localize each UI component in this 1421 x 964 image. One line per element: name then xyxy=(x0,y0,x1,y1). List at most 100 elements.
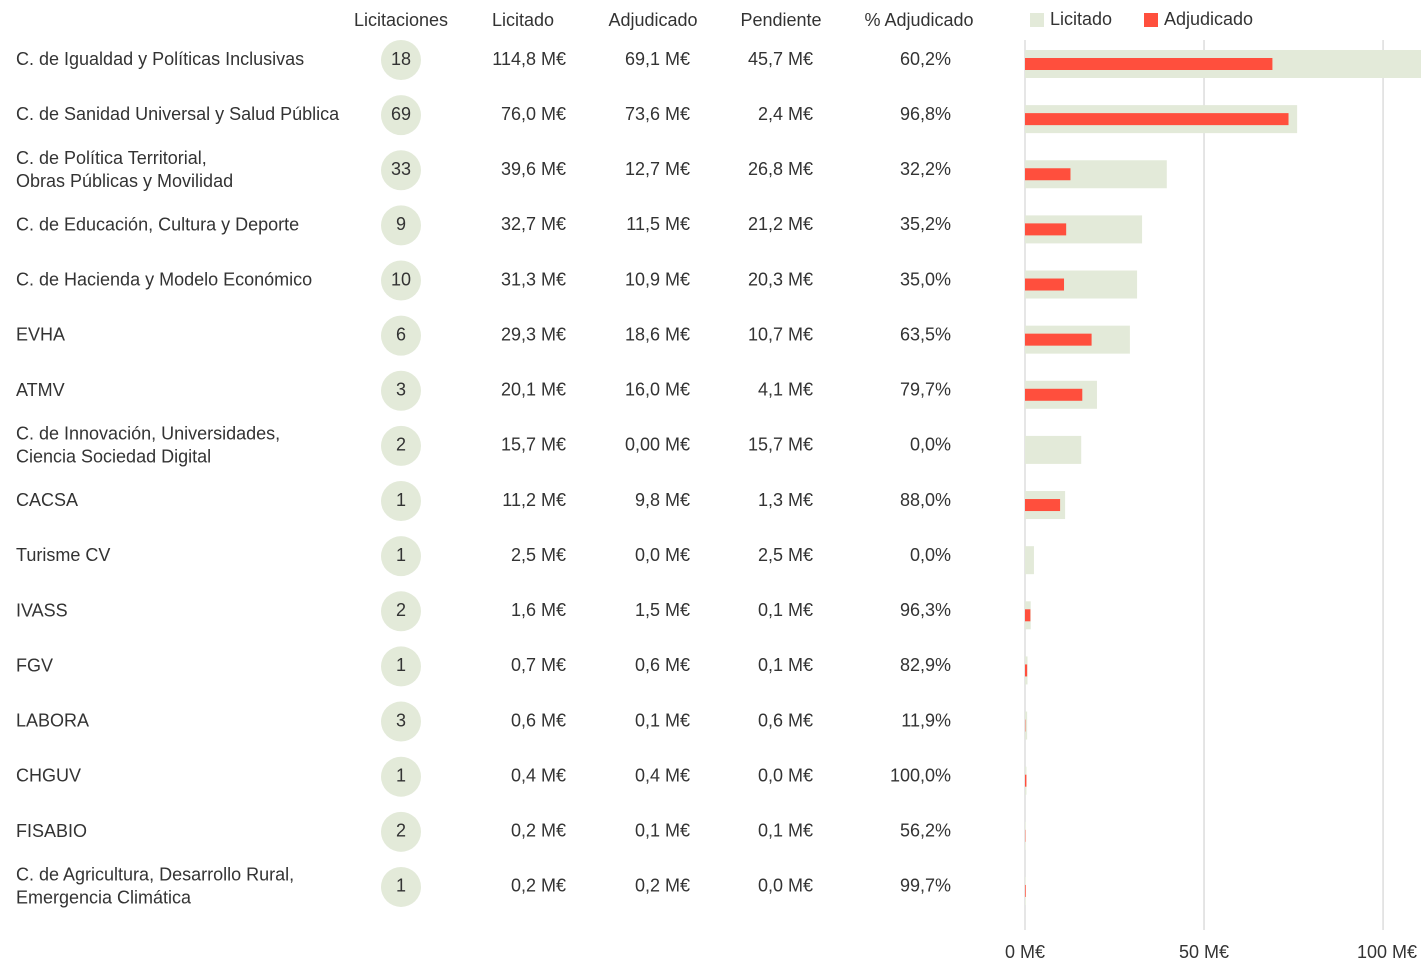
count: 3 xyxy=(396,380,406,400)
licitado-cell: 114,8 M€ xyxy=(492,49,566,69)
bar-adjudicado xyxy=(1025,113,1289,126)
bar-adjudicado xyxy=(1025,664,1028,677)
pendiente-cell: 0,1 M€ xyxy=(758,821,813,841)
row-label-line: C. de Educación, Cultura y Deporte xyxy=(16,214,299,234)
pendiente-cell: 2,5 M€ xyxy=(758,545,813,565)
bar-licitado xyxy=(1025,435,1082,464)
count-badge xyxy=(381,481,421,522)
row-label-line: C. de Política Territorial, xyxy=(16,148,207,168)
row-label-line: C. de Igualdad y Políticas Inclusivas xyxy=(16,49,304,69)
count-badge xyxy=(381,591,421,632)
licitado-cell: 1,6 M€ xyxy=(511,600,566,620)
adjudicado-cell: 16,0 M€ xyxy=(625,380,690,400)
licitado-cell: 31,3 M€ xyxy=(501,269,566,289)
pendiente-cell: 0,0 M€ xyxy=(758,876,813,896)
row-label-line: FGV xyxy=(16,655,53,675)
pct-cell: 35,2% xyxy=(900,214,951,234)
pct-cell: 0,0% xyxy=(910,435,951,455)
plot xyxy=(1025,50,1421,905)
row-label: LABORA xyxy=(16,710,89,730)
pct-cell: 96,8% xyxy=(900,104,951,124)
count-badge xyxy=(381,315,421,356)
row-label: C. de Innovación, Universidades, Ciencia … xyxy=(16,423,280,466)
row-label: C. de Educación, Cultura y Deporte xyxy=(16,214,299,234)
adjudicado-cell: 12,7 M€ xyxy=(625,159,690,179)
count: 2 xyxy=(396,435,406,455)
pendiente-cell: 0,1 M€ xyxy=(758,600,813,620)
row-label-line: Emergencia Climática xyxy=(16,887,192,907)
bar-licitado xyxy=(1025,546,1034,575)
row-label: Turisme CV xyxy=(16,545,110,565)
pendiente-cell: 15,7 M€ xyxy=(748,435,813,455)
count: 9 xyxy=(396,214,406,234)
pct-cell: 60,2% xyxy=(900,49,951,69)
row-label: CACSA xyxy=(16,490,78,510)
pendiente-cell: 2,4 M€ xyxy=(758,104,813,124)
legend-label: Licitado xyxy=(1050,9,1112,29)
bar-adjudicado xyxy=(1025,774,1027,787)
licitado-cell: 32,7 M€ xyxy=(501,214,566,234)
pendiente-cell: 1,3 M€ xyxy=(758,490,813,510)
adjudicado-cell: 0,00 M€ xyxy=(625,435,690,455)
row-label: C. de Política Territorial, Obras Pública… xyxy=(16,148,233,191)
count-badge xyxy=(381,811,421,852)
bar-adjudicado xyxy=(1025,278,1065,291)
pendiente-cell: 0,1 M€ xyxy=(758,655,813,675)
adjudicado-cell: 0,1 M€ xyxy=(635,710,690,730)
bar-adjudicado xyxy=(1025,333,1092,346)
adjudicado-cell: 1,5 M€ xyxy=(635,600,690,620)
bar-adjudicado xyxy=(1025,168,1071,181)
count-badge xyxy=(381,756,421,797)
pct-cell: 11,9% xyxy=(901,710,951,730)
count: 1 xyxy=(396,655,406,675)
row-label: CHGUV xyxy=(16,765,81,785)
adjudicado-cell: 18,6 M€ xyxy=(625,324,690,344)
x-tick-label: 0 M€ xyxy=(1005,942,1045,962)
licitado-cell: 39,6 M€ xyxy=(501,159,566,179)
count: 1 xyxy=(396,545,406,565)
count-badge xyxy=(381,205,421,246)
licitado-cell: 0,2 M€ xyxy=(511,821,566,841)
row-label-line: Obras Públicas y Movilidad xyxy=(16,171,233,191)
column-header: Pendiente xyxy=(740,10,821,30)
row-label: ATMV xyxy=(16,380,65,400)
adjudicado-cell: 0,1 M€ xyxy=(635,821,690,841)
count-badge xyxy=(381,260,421,301)
row-label: C. de Sanidad Universal y Salud Pública xyxy=(16,104,340,124)
pct-cell: 88,0% xyxy=(900,490,951,510)
pct-cell: 79,7% xyxy=(900,380,951,400)
pct-cell: 35,0% xyxy=(900,269,951,289)
pendiente-cell: 45,7 M€ xyxy=(748,49,813,69)
x-tick-label: 100 M€ xyxy=(1357,942,1417,962)
adjudicado-cell: 69,1 M€ xyxy=(625,49,690,69)
pct-cell: 96,3% xyxy=(900,600,951,620)
row-label-line: C. de Sanidad Universal y Salud Pública xyxy=(16,104,340,124)
row-label: C. de Agricultura, Desarrollo Rural, Emer… xyxy=(16,864,294,907)
count: 69 xyxy=(391,104,411,124)
count: 1 xyxy=(396,490,406,510)
licitado-cell: 11,2 M€ xyxy=(502,490,566,510)
row-label-line: C. de Innovación, Universidades, xyxy=(16,423,280,443)
row-label-line: CACSA xyxy=(16,490,78,510)
count-badge xyxy=(381,95,421,136)
count: 2 xyxy=(396,821,406,841)
count-badge xyxy=(381,866,421,907)
legend-swatch xyxy=(1144,13,1158,27)
count-badge xyxy=(381,701,421,742)
count: 2 xyxy=(396,600,406,620)
count: 1 xyxy=(396,765,406,785)
pct-cell: 100,0% xyxy=(890,765,951,785)
pct-cell: 63,5% xyxy=(900,324,951,344)
count-badge xyxy=(381,370,421,411)
pct-cell: 99,7% xyxy=(900,876,951,896)
licitado-cell: 0,4 M€ xyxy=(511,765,566,785)
pct-cell: 82,9% xyxy=(900,655,951,675)
adjudicado-cell: 73,6 M€ xyxy=(625,104,690,124)
pendiente-cell: 4,1 M€ xyxy=(758,380,813,400)
licitado-cell: 15,7 M€ xyxy=(501,435,566,455)
count: 10 xyxy=(391,269,411,289)
count: 18 xyxy=(391,49,411,69)
bar-licitado xyxy=(1025,711,1028,740)
row-label-line: Ciencia Sociedad Digital xyxy=(16,446,211,466)
